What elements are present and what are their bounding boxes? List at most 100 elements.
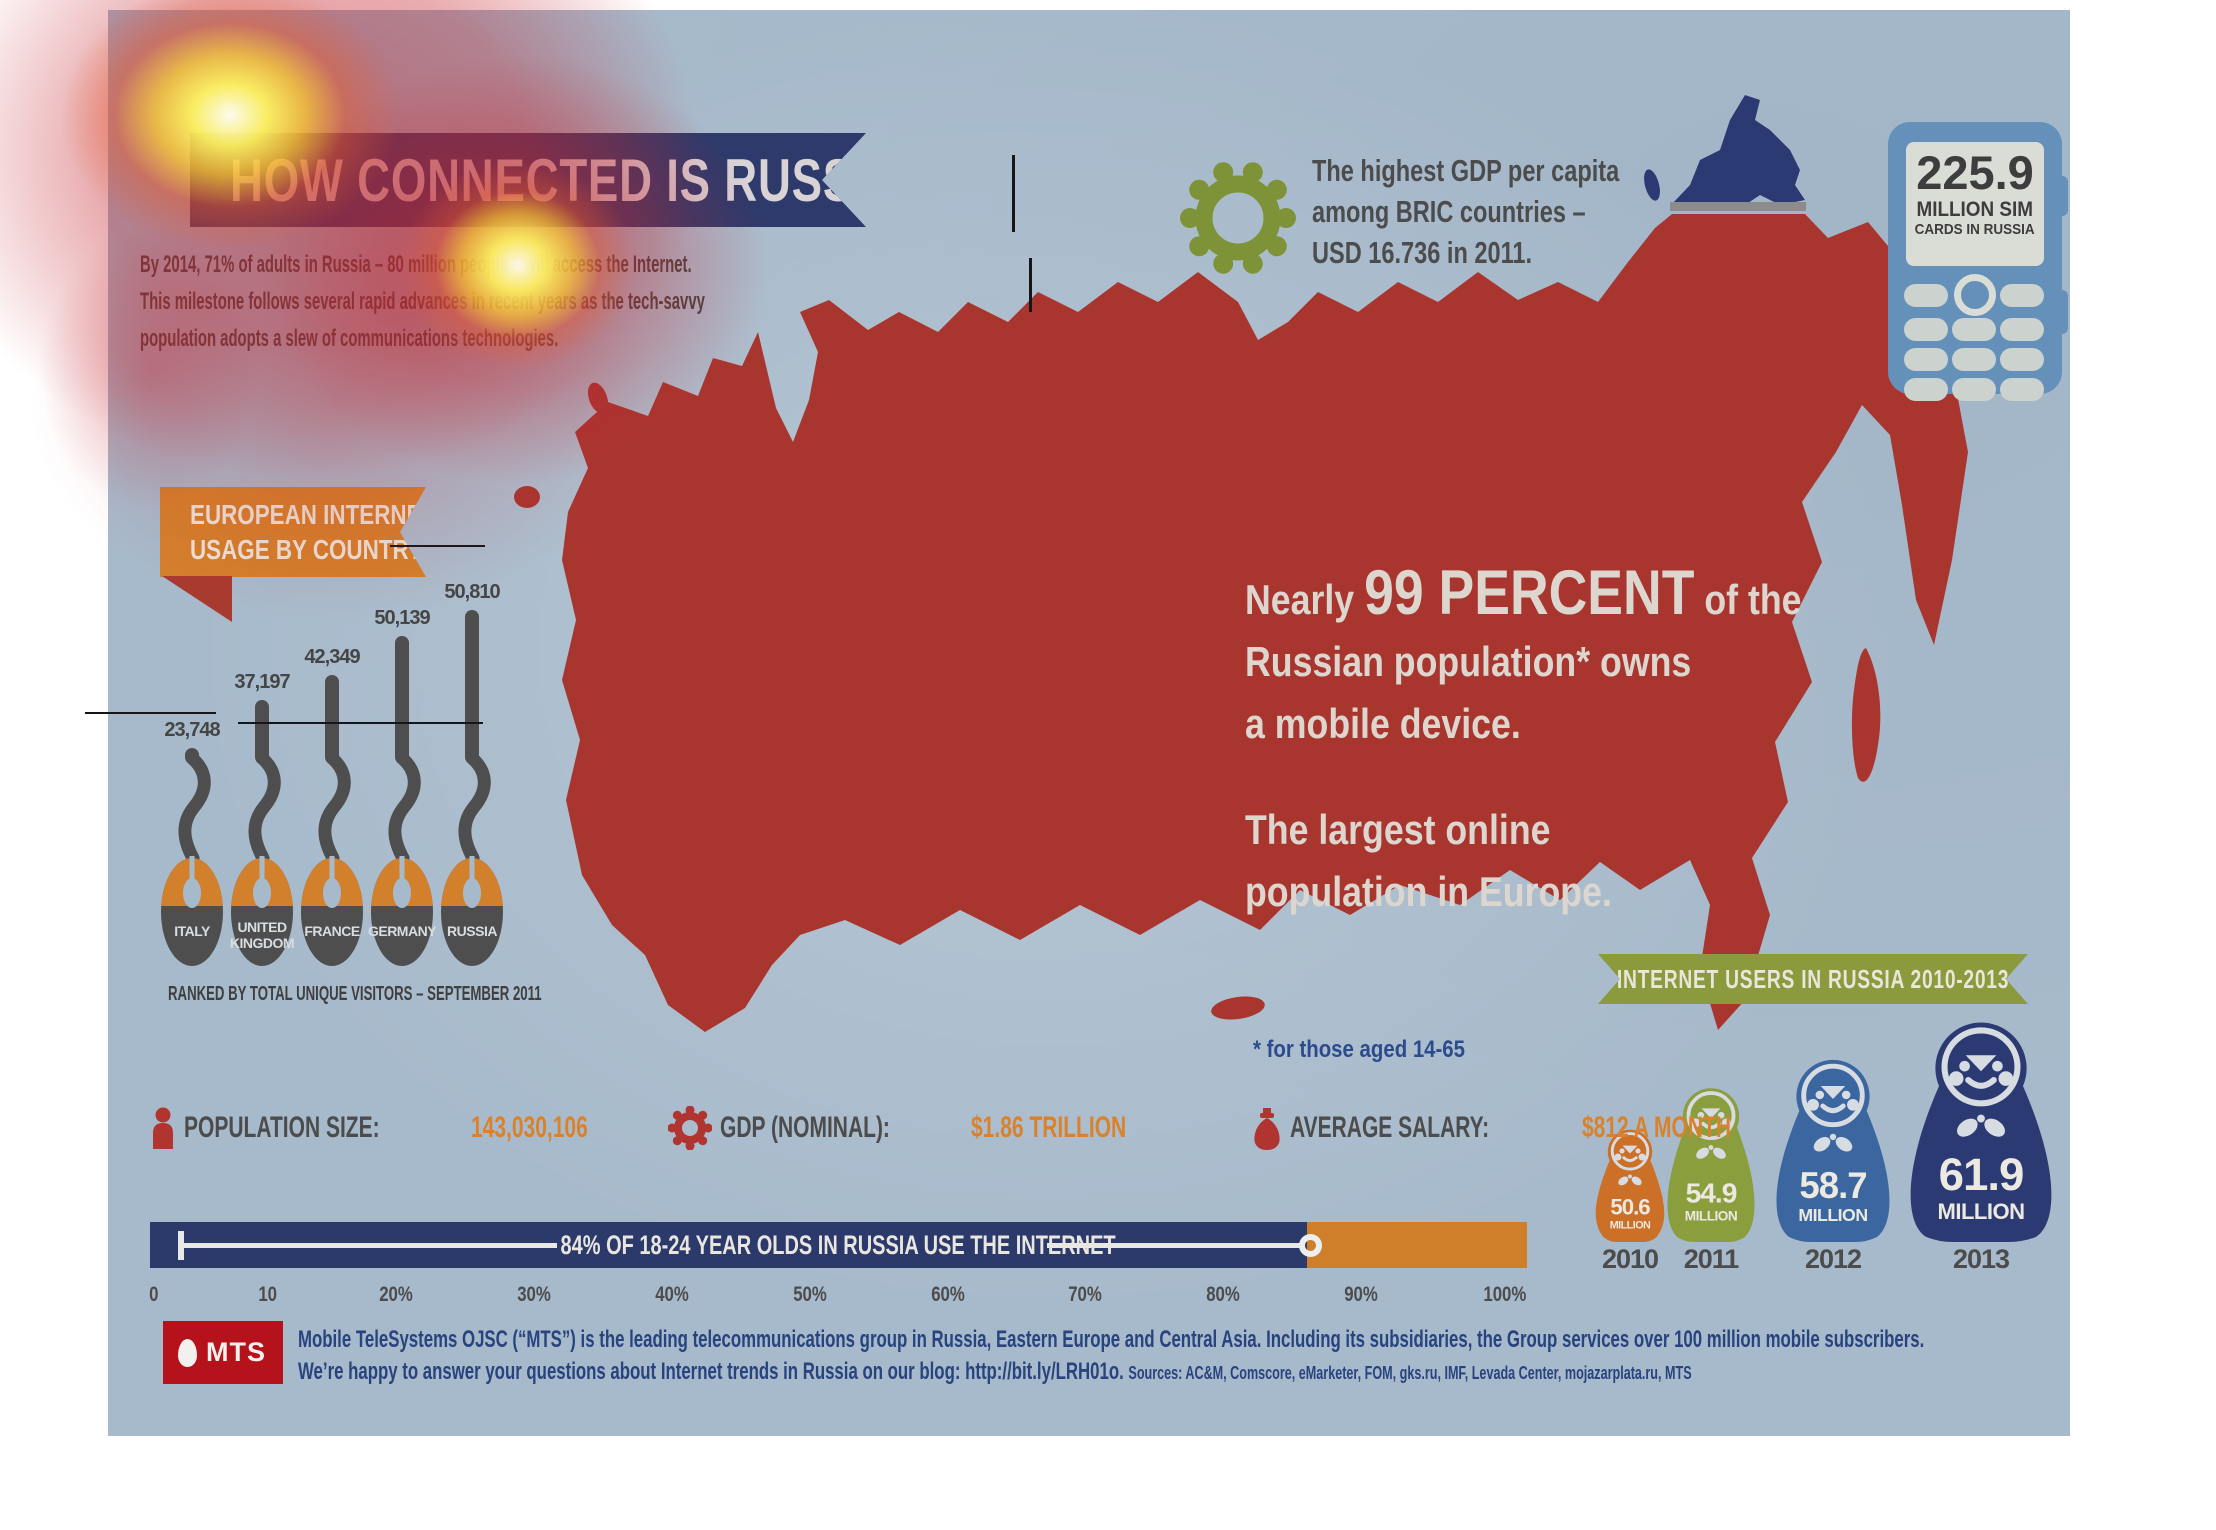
- salary-label: AVERAGE SALARY:: [1290, 1111, 1490, 1144]
- svg-text:23,748: 23,748: [164, 719, 220, 741]
- phone-key: [2000, 284, 2044, 307]
- kaliningrad-blob: [514, 486, 540, 508]
- map-message-line-5: population in Europe.: [1245, 868, 1612, 915]
- map-message-big: 99 PERCENT: [1364, 558, 1695, 628]
- gear-icon-small: [668, 1106, 712, 1150]
- phone-key: [1904, 348, 1948, 371]
- svg-text:KINGDOM: KINGDOM: [230, 935, 294, 951]
- stray-line: [390, 545, 485, 547]
- mts-egg-icon: [178, 1338, 197, 1367]
- svg-text:61.9: 61.9: [1939, 1149, 2024, 1200]
- footer-line-2: We’re happy to answer your questions abo…: [298, 1358, 2216, 1386]
- title-banner: HOW CONNECTED IS RUSSIA?: [190, 133, 866, 227]
- gdp-value: $1.86 TRILLION: [970, 1111, 1126, 1144]
- sim-card-unit: MILLION SIM: [1916, 198, 2034, 221]
- map-message-line-2: Russian population* owns: [1245, 638, 1692, 685]
- map-divider-bar: [1670, 202, 1806, 211]
- europe-chart-caption: RANKED BY TOTAL UNIQUE VISITORS – SEPTEM…: [168, 983, 542, 1005]
- stray-line: [1029, 258, 1032, 312]
- sim-card-sub: CARDS IN RUSSIA: [1914, 221, 2036, 238]
- phone-side-button: [2054, 176, 2068, 216]
- map-message-line-4: The largest online: [1245, 806, 1551, 853]
- population-stat: POPULATION SIZE: 143,030,106: [150, 1105, 638, 1151]
- svg-text:RUSSIA: RUSSIA: [447, 923, 497, 939]
- svg-text:37,197: 37,197: [234, 671, 290, 693]
- gdp-callout-line-2: among BRIC countries –: [1312, 194, 1586, 229]
- progress-remainder: [1306, 1222, 1527, 1268]
- phone-key: [1904, 318, 1948, 341]
- svg-text:58.7: 58.7: [1799, 1165, 1866, 1206]
- intro-paragraph: By 2014, 71% of adults in Russia – 80 mi…: [140, 246, 1051, 357]
- tick-label: 90%: [1344, 1283, 1379, 1306]
- phone-screen: 225.9 MILLION SIM CARDS IN RUSSIA: [1906, 142, 2044, 266]
- stray-line: [1012, 155, 1015, 232]
- svg-text:2011: 2011: [1684, 1244, 1740, 1274]
- intro-line-1: By 2014, 71% of adults in Russia – 80 mi…: [140, 251, 692, 278]
- russia-map: [514, 95, 2010, 1032]
- intro-line-3: population adopts a slew of communicatio…: [140, 325, 559, 352]
- phone-key: [1952, 348, 1996, 371]
- svg-text:2012: 2012: [1805, 1244, 1861, 1274]
- europe-usage-banner: EUROPEAN INTERNET USAGE BY COUNTRY: [160, 487, 426, 577]
- phone-key: [2000, 318, 2044, 341]
- phone-key: [1952, 378, 1996, 401]
- svg-text:MILLION: MILLION: [1685, 1209, 1738, 1224]
- europe-banner-line-1: EUROPEAN INTERNET: [190, 499, 436, 530]
- phone-nav-ring: [1954, 274, 1996, 316]
- map-message: Nearly 99 PERCENT of the Russian populat…: [1245, 562, 1900, 923]
- gdp-callout-line-3: USD 16.736 in 2011.: [1312, 235, 1533, 270]
- tick-label: 0: [149, 1283, 159, 1306]
- mts-logo: MTS: [163, 1321, 283, 1384]
- money-bag-icon: [1254, 1108, 1280, 1150]
- phone-key: [1952, 318, 1996, 341]
- svg-text:2013: 2013: [1953, 1244, 2010, 1274]
- svg-text:FRANCE: FRANCE: [304, 923, 359, 939]
- russia-map-shape: [562, 214, 2010, 1032]
- footer-line-1: Mobile TeleSystems OJSC (“MTS”) is the l…: [298, 1326, 1925, 1353]
- population-value: 143,030,106: [471, 1111, 589, 1144]
- gdp-callout-line-1: The highest GDP per capita: [1312, 153, 1620, 188]
- mobile-phone-icon: 225.9 MILLION SIM CARDS IN RUSSIA: [1888, 122, 2068, 401]
- tick-label: 10: [257, 1283, 277, 1306]
- salary-value: $812 A MONTH: [1582, 1111, 1732, 1144]
- svg-text:50,139: 50,139: [374, 607, 430, 629]
- map-message-line-3: a mobile device.: [1245, 700, 1521, 747]
- map-footnote: * for those aged 14-65: [1253, 1036, 1466, 1063]
- gdp-stat: GDP (NOMINAL): $1.86 TRILLION: [668, 1105, 1192, 1151]
- stray-line: [85, 712, 216, 714]
- tick-label: 50%: [792, 1283, 827, 1306]
- progress-knob: [1299, 1234, 1322, 1257]
- map-message-prefix: Nearly: [1245, 576, 1365, 623]
- phone-key: [1904, 378, 1948, 401]
- map-message-suffix: of the: [1694, 576, 1802, 623]
- tick-label: 60%: [930, 1283, 965, 1306]
- tick-label: 80%: [1206, 1283, 1241, 1306]
- russia-users-banner: INTERNET USERS IN RUSSIA 2010-2013: [1598, 954, 2028, 1004]
- progress-left-cap: [178, 1231, 184, 1260]
- svg-text:ITALY: ITALY: [174, 923, 211, 939]
- tick-label: 20%: [379, 1283, 413, 1306]
- mts-logo-text: MTS: [206, 1337, 266, 1367]
- tick-label: 100%: [1483, 1283, 1527, 1306]
- sakhalin-island: [1851, 648, 1881, 782]
- tick-label: 40%: [654, 1283, 689, 1306]
- phone-key: [2000, 378, 2044, 401]
- progress-ticks: 0 10 20% 30% 40% 50% 60% 70% 80% 90% 100%: [148, 1283, 1532, 1307]
- south-red-blob: [1211, 996, 1265, 1020]
- salary-stat: AVERAGE SALARY: $812 A MONTH: [1252, 1105, 1795, 1151]
- progress-track-left: [182, 1243, 557, 1248]
- person-icon: [153, 1107, 173, 1149]
- phone-key: [2000, 348, 2044, 371]
- svg-text:MILLION: MILLION: [1798, 1205, 1867, 1225]
- tick-label: 30%: [516, 1283, 551, 1306]
- blue-islet: [1644, 169, 1660, 201]
- population-label: POPULATION SIZE:: [184, 1111, 380, 1144]
- gdp-label: GDP (NOMINAL):: [720, 1111, 890, 1144]
- footer-sources: Sources: AC&M, Comscore, eMarketer, FOM,…: [1128, 1363, 1692, 1383]
- intro-line-2: This milestone follows several rapid adv…: [140, 288, 705, 315]
- internet-usage-progress-bar: 84% OF 18-24 YEAR OLDS IN RUSSIA USE THE…: [150, 1222, 1527, 1268]
- svg-text:50.6: 50.6: [1610, 1195, 1650, 1220]
- progress-track-right: [1047, 1243, 1300, 1248]
